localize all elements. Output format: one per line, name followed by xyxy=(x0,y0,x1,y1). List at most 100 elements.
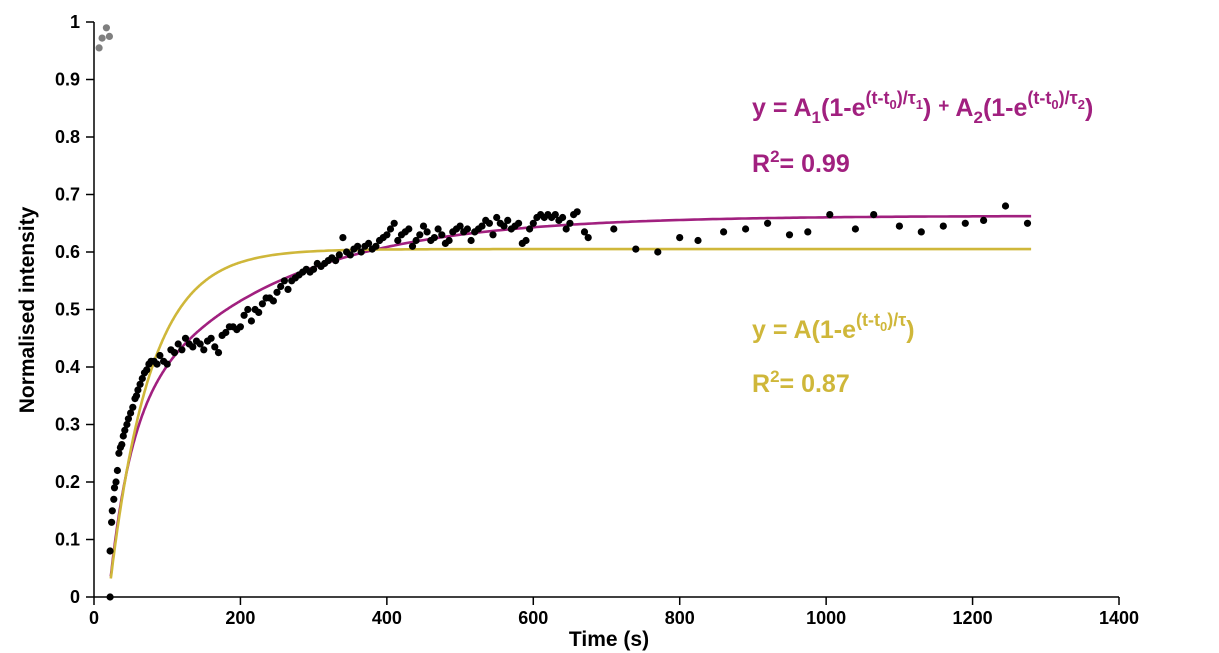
data-point xyxy=(412,236,420,245)
data-point xyxy=(346,251,354,259)
data-point xyxy=(394,236,402,245)
data-point xyxy=(102,24,110,32)
double-exp-r2: R2= 0.99 xyxy=(752,147,850,178)
data-point xyxy=(273,288,281,296)
data-point xyxy=(804,228,812,236)
data-point xyxy=(112,478,120,486)
data-point xyxy=(200,346,208,354)
data-point xyxy=(430,234,438,242)
data-point xyxy=(438,231,446,239)
data-point xyxy=(526,225,534,233)
data-point xyxy=(1023,219,1032,227)
data-point xyxy=(445,236,453,245)
y-tick-label: 0.6 xyxy=(55,242,80,262)
data-point xyxy=(123,420,131,429)
y-tick-label: 1 xyxy=(70,12,80,32)
data-point xyxy=(386,225,395,233)
data-point xyxy=(961,219,969,227)
x-tick-label: 200 xyxy=(225,608,255,628)
data-point xyxy=(332,257,340,265)
single-exp-r2: R2= 0.87 xyxy=(752,367,850,398)
data-point xyxy=(467,236,475,245)
data-point xyxy=(153,360,161,368)
y-tick-label: 0.8 xyxy=(55,127,80,147)
data-point xyxy=(504,216,512,224)
data-point xyxy=(654,248,662,256)
data-point xyxy=(573,208,581,216)
data-point xyxy=(110,484,119,492)
data-point xyxy=(163,360,171,368)
data-point xyxy=(170,349,179,357)
double-exp-fit-line xyxy=(109,214,1032,577)
y-axis-ticks: 0 0.1 0.2 0.3 0.4 0.5 0.6 0.7 0.8 0.9 1 xyxy=(55,12,94,607)
x-tick-label: 1400 xyxy=(1099,608,1139,628)
double-exp-equation: y = A1(1-e(t-t0)/τ1) + A2(1-e(t-t0)/τ2) xyxy=(752,88,1093,127)
data-point xyxy=(357,248,365,256)
data-point xyxy=(132,392,141,400)
x-axis-title: Time (s) xyxy=(569,628,649,651)
data-point xyxy=(105,32,113,41)
y-tick-label: 0 xyxy=(70,587,80,607)
data-point xyxy=(456,222,464,230)
data-point xyxy=(222,328,230,337)
data-point xyxy=(632,245,640,253)
data-point xyxy=(720,228,728,236)
data-point xyxy=(174,340,182,348)
x-tick-label: 0 xyxy=(89,608,99,628)
x-tick-label: 1000 xyxy=(806,608,846,628)
data-point xyxy=(566,219,574,227)
data-point xyxy=(584,234,592,242)
data-point xyxy=(124,415,132,423)
y-tick-label: 0.5 xyxy=(55,300,80,320)
data-point xyxy=(522,236,530,245)
data-point xyxy=(939,222,947,230)
data-point xyxy=(247,317,255,325)
data-point xyxy=(390,219,398,227)
data-point xyxy=(500,222,508,230)
data-point xyxy=(214,349,223,357)
data-point xyxy=(269,297,277,305)
data-point xyxy=(372,242,380,250)
data-point xyxy=(335,251,343,259)
data-point xyxy=(610,225,618,233)
data-point xyxy=(277,282,285,291)
single-exp-equation: y = A(1-e(t-t0)/τ) xyxy=(752,310,915,344)
y-tick-label: 0.9 xyxy=(55,70,80,90)
y-tick-label: 0.2 xyxy=(55,472,80,492)
x-tick-label: 400 xyxy=(372,608,402,628)
data-point xyxy=(339,234,347,242)
data-point xyxy=(463,225,471,233)
data-point xyxy=(870,211,878,219)
data-point xyxy=(255,308,263,316)
data-point xyxy=(115,449,123,457)
data-point xyxy=(136,380,144,388)
data-point xyxy=(559,213,567,222)
data-point xyxy=(489,231,497,239)
data-point xyxy=(434,225,442,233)
data-point xyxy=(127,409,135,417)
data-point xyxy=(408,242,417,250)
single-exp-fit-line xyxy=(109,247,1032,579)
data-point xyxy=(354,242,362,250)
data-point xyxy=(196,340,204,348)
y-axis-title: Normalised intensity xyxy=(16,206,39,413)
data-point xyxy=(143,366,151,374)
data-point xyxy=(365,239,373,247)
data-point xyxy=(280,277,288,285)
data-points xyxy=(95,24,1032,601)
data-point xyxy=(181,334,190,342)
data-point xyxy=(742,225,750,233)
data-point xyxy=(310,265,318,273)
data-point xyxy=(580,228,589,236)
y-tick-label: 0.3 xyxy=(55,415,80,435)
data-point xyxy=(895,222,904,230)
data-point xyxy=(478,222,486,230)
x-axis-ticks: 0 200 400 600 800 1000 1200 1400 xyxy=(89,597,1139,628)
data-point xyxy=(562,225,570,233)
data-point xyxy=(284,285,292,293)
data-point xyxy=(106,593,114,601)
data-point xyxy=(423,228,431,236)
data-point xyxy=(764,219,772,227)
data-point xyxy=(129,403,137,411)
